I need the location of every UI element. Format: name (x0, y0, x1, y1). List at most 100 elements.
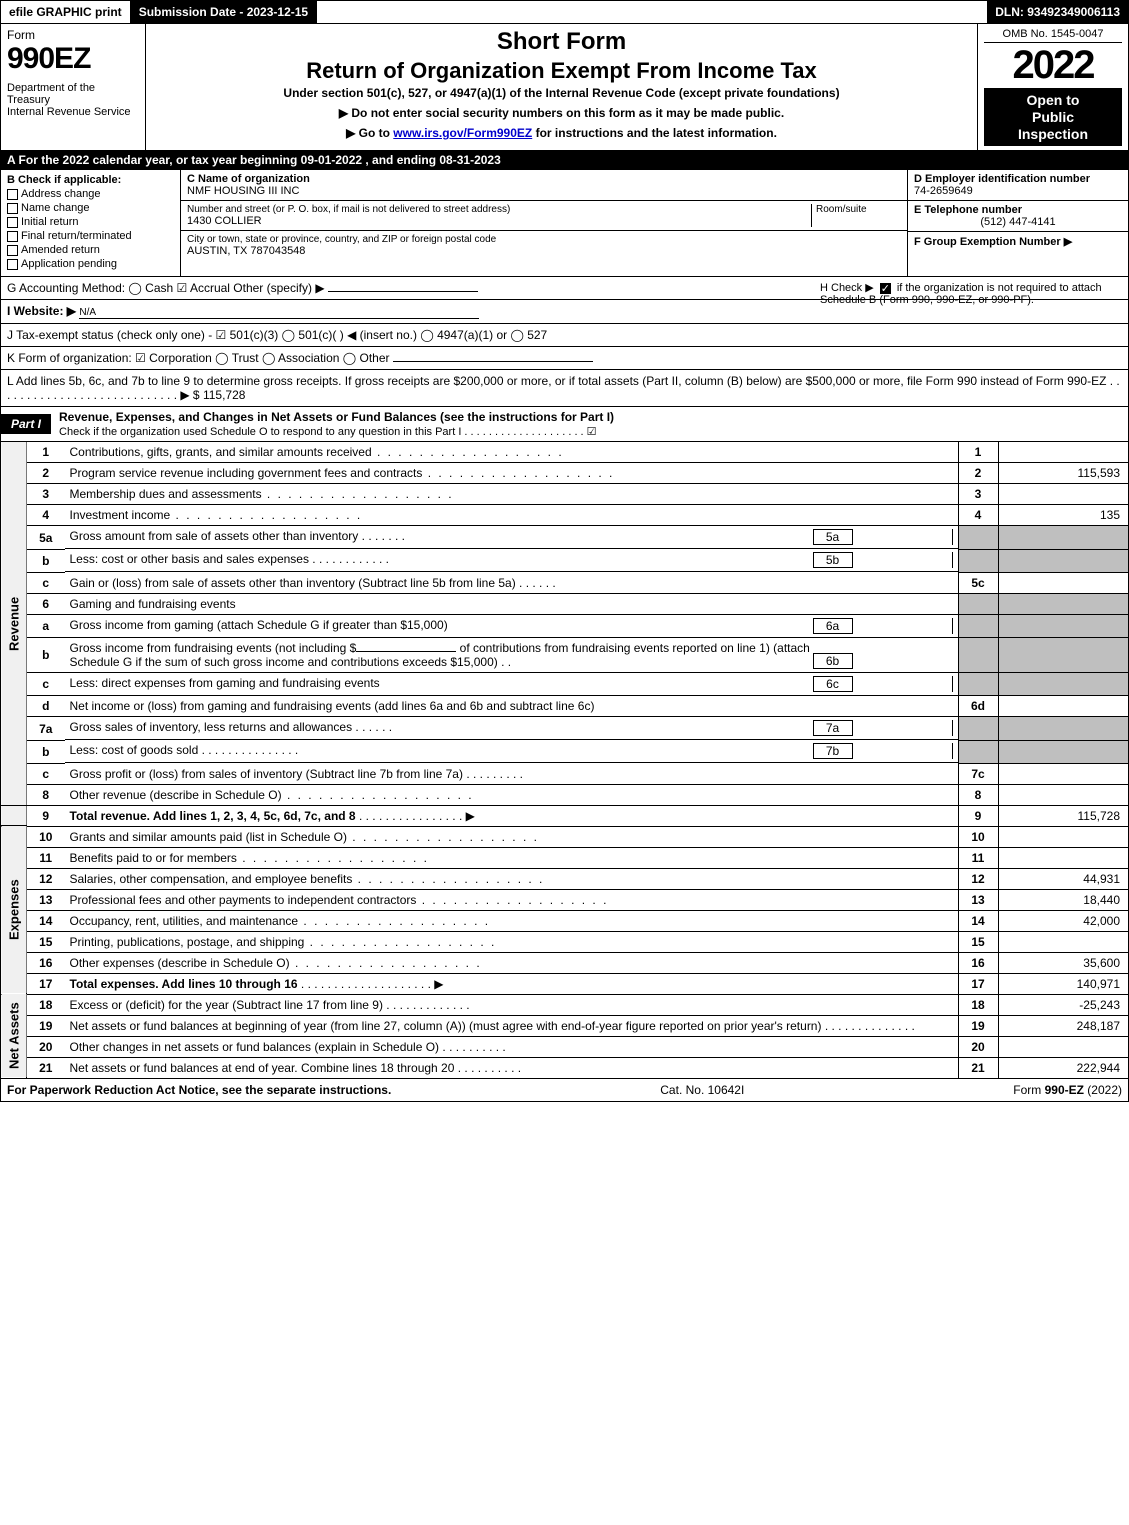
ssn-note: ▶ Do not enter social security numbers o… (154, 106, 969, 120)
l7a-gray2 (998, 717, 1128, 741)
l15-d: Printing, publications, postage, and shi… (70, 935, 305, 949)
l6a-sub: 6a (813, 618, 853, 634)
l11-v (998, 847, 1128, 868)
l5a-d: Gross amount from sale of assets other t… (70, 529, 359, 543)
l19-d: Net assets or fund balances at beginning… (70, 1019, 822, 1033)
l-pre: L Add lines 5b, 6c, and 7b to line 9 to … (7, 374, 1120, 402)
l6d-n: d (27, 696, 65, 717)
chk-amended[interactable]: Amended return (7, 244, 174, 256)
l7c-box: 7c (958, 763, 998, 784)
d-label: D Employer identification number (914, 173, 1122, 185)
l9-box: 9 (958, 805, 998, 826)
b-head: B Check if applicable: (7, 174, 174, 186)
l7b-sub: 7b (813, 743, 853, 759)
checkbox-icon (7, 245, 18, 256)
part1-title: Revenue, Expenses, and Changes in Net As… (59, 407, 1128, 441)
l17-n: 17 (27, 973, 65, 994)
c-name-block: C Name of organization NMF HOUSING III I… (181, 170, 907, 201)
i-pre: I Website: ▶ (7, 304, 76, 318)
l3-box: 3 (958, 484, 998, 505)
l6a-gray (958, 614, 998, 638)
l8-n: 8 (27, 784, 65, 805)
l6c-gray (958, 673, 998, 696)
c-addr-block: Number and street (or P. O. box, if mail… (181, 201, 907, 231)
l-val: 115,728 (203, 388, 246, 402)
l7a-gray (958, 717, 998, 741)
open1: Open to (986, 92, 1120, 109)
l12-n: 12 (27, 868, 65, 889)
header-left: Form 990EZ Department of the Treasury In… (1, 24, 146, 150)
l4-v: 135 (998, 505, 1128, 526)
checkbox-icon (7, 231, 18, 242)
l5a-sub: 5a (813, 529, 853, 545)
e-label: E Telephone number (914, 204, 1122, 216)
row-a-taxyear: A For the 2022 calendar year, or tax yea… (0, 151, 1129, 170)
l5c-d: Gain or (loss) from sale of assets other… (70, 576, 516, 590)
open-inspection: Open to Public Inspection (984, 88, 1122, 146)
fr-bold: 990-EZ (1045, 1083, 1084, 1097)
fr-pre: Form (1013, 1083, 1044, 1097)
l6b-sub: 6b (813, 653, 853, 669)
l6b-gray2 (998, 638, 1128, 673)
checkbox-icon (7, 217, 18, 228)
l7b-gray2 (998, 740, 1128, 763)
l8-d: Other revenue (describe in Schedule O) (70, 788, 282, 802)
l8-box: 8 (958, 784, 998, 805)
chk-pending[interactable]: Application pending (7, 258, 174, 270)
opt-name: Name change (21, 202, 90, 214)
d-ein-block: D Employer identification number 74-2659… (908, 170, 1128, 201)
l17-d: Total expenses. Add lines 10 through 16 (70, 977, 298, 991)
l1-n: 1 (27, 442, 65, 463)
misc-j: J Tax-exempt status (check only one) - ☑… (0, 324, 1129, 347)
e-phone-block: E Telephone number (512) 447-4141 (908, 201, 1128, 232)
irs: Internal Revenue Service (7, 106, 139, 118)
tax-year: 2022 (984, 43, 1122, 88)
l21-n: 21 (27, 1057, 65, 1078)
l18-box: 18 (958, 994, 998, 1015)
open3: Inspection (986, 126, 1120, 143)
l8-v (998, 784, 1128, 805)
l7b-n: b (27, 740, 65, 763)
l6d-v (998, 696, 1128, 717)
l15-box: 15 (958, 931, 998, 952)
l5c-box: 5c (958, 572, 998, 593)
chk-name-change[interactable]: Name change (7, 202, 174, 214)
part1-label: Part I (1, 414, 51, 434)
l5b-sub: 5b (813, 552, 853, 568)
l5a-gray (958, 526, 998, 550)
efile-print[interactable]: efile GRAPHIC print (1, 1, 131, 23)
irs-link[interactable]: www.irs.gov/Form990EZ (393, 126, 532, 140)
header-right: OMB No. 1545-0047 2022 Open to Public In… (978, 24, 1128, 150)
l6c-d: Less: direct expenses from gaming and fu… (70, 676, 813, 692)
chk-final[interactable]: Final return/terminated (7, 230, 174, 242)
vlabel-rev-end (1, 805, 27, 826)
vlabel-revenue: Revenue (1, 442, 27, 805)
l5b-n: b (27, 549, 65, 572)
chk-address-change[interactable]: Address change (7, 188, 174, 200)
part1-check: Check if the organization used Schedule … (59, 426, 597, 438)
l12-v: 44,931 (998, 868, 1128, 889)
l3-n: 3 (27, 484, 65, 505)
chk-initial[interactable]: Initial return (7, 216, 174, 228)
l11-d: Benefits paid to or for members (70, 851, 237, 865)
l20-d: Other changes in net assets or fund bala… (70, 1040, 440, 1054)
submission-date: Submission Date - 2023-12-15 (131, 1, 317, 23)
l1-v (998, 442, 1128, 463)
l20-n: 20 (27, 1036, 65, 1057)
goto-pre: ▶ Go to (346, 126, 393, 140)
l7a-n: 7a (27, 717, 65, 741)
misc-l: L Add lines 5b, 6c, and 7b to line 9 to … (0, 370, 1129, 407)
l18-d: Excess or (deficit) for the year (Subtra… (70, 998, 383, 1012)
l6-d: Gaming and fundraising events (65, 593, 959, 614)
subtitle: Under section 501(c), 527, or 4947(a)(1)… (154, 86, 969, 100)
fr-post: (2022) (1084, 1083, 1122, 1097)
l6c-gray2 (998, 673, 1128, 696)
l7c-v (998, 763, 1128, 784)
l6c-n: c (27, 673, 65, 696)
addr-label: Number and street (or P. O. box, if mail… (187, 204, 811, 215)
l5b-gray2 (998, 549, 1128, 572)
part1-header: Part I Revenue, Expenses, and Changes in… (0, 407, 1129, 442)
l11-n: 11 (27, 847, 65, 868)
goto-post: for instructions and the latest informat… (532, 126, 777, 140)
l4-box: 4 (958, 505, 998, 526)
